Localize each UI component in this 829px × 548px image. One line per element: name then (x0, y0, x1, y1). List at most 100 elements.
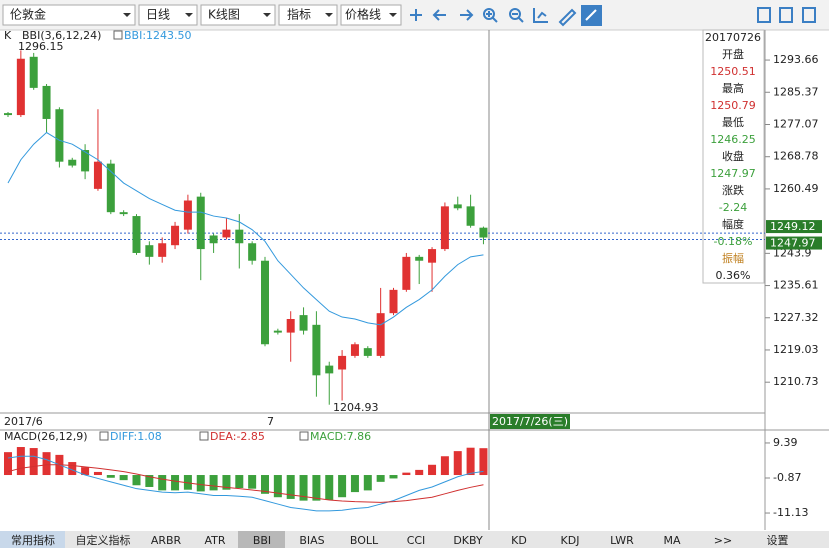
y-tick-label: 9.39 (773, 436, 798, 449)
info-value: 1247.97 (710, 167, 756, 180)
y-tick-label: 1293.66 (773, 53, 819, 66)
info-label: 最高 (722, 81, 744, 95)
tab-label: 常用指标 (11, 533, 55, 547)
tab[interactable] (286, 531, 337, 548)
bbi-value: BBI:1243.50 (124, 29, 192, 42)
candle-body (299, 315, 308, 331)
candle-body (389, 289, 398, 314)
info-label: 振幅 (722, 251, 744, 265)
macd-bar (415, 469, 424, 476)
price-tag (766, 236, 822, 250)
tool-icons[interactable] (410, 5, 816, 27)
chart-type-dropdown[interactable]: K线图 (200, 4, 276, 26)
candle-body (42, 85, 51, 119)
checkbox[interactable] (113, 30, 123, 40)
tab-label: ATR (204, 534, 225, 547)
tab[interactable] (338, 531, 389, 548)
info-value: 0.36% (716, 269, 751, 282)
info-value: -2.24 (719, 201, 747, 214)
macd-bar (338, 475, 347, 498)
candle-body (479, 227, 488, 238)
date-start: 2017/6 (4, 415, 43, 428)
chart-type: K线图 (208, 8, 240, 22)
period-dropdown[interactable]: 日线 (138, 4, 198, 26)
y-tick-label: 1227.32 (773, 311, 819, 324)
checkbox[interactable] (299, 431, 309, 441)
macd-bar (466, 447, 475, 476)
candle-body (350, 344, 359, 356)
checkbox[interactable] (99, 431, 109, 441)
max-label: 1296.15 (18, 40, 64, 53)
candle-body (428, 249, 437, 263)
macd-bar (209, 475, 218, 491)
candle-body (453, 204, 462, 209)
tab[interactable] (238, 531, 285, 548)
y-tick-label: 1260.49 (773, 182, 819, 195)
macd-bar (248, 475, 257, 489)
dea-label: DEA:-2.85 (210, 430, 265, 443)
candle-body (209, 235, 218, 244)
macd-bar (286, 475, 295, 499)
tab[interactable] (696, 531, 749, 548)
tab-label: MA (663, 534, 680, 547)
info-label: 开盘 (722, 47, 744, 61)
tab[interactable] (544, 531, 595, 548)
macd-bar (29, 448, 38, 476)
y-tick-label: 1235.61 (773, 279, 819, 292)
candle-body (415, 256, 424, 261)
candle-body (145, 245, 154, 257)
candle-body (235, 229, 244, 244)
bbi-line (7, 131, 484, 326)
checkbox[interactable] (199, 431, 209, 441)
candle-body (338, 355, 347, 370)
tab[interactable] (192, 531, 237, 548)
macd-bar (261, 475, 269, 494)
y-tick-label: 1285.37 (773, 85, 819, 98)
candle-body (325, 365, 334, 374)
indicator: 指标 (287, 7, 311, 22)
tab-label: 自定义指标 (76, 533, 131, 547)
price-tag-label: 1247.97 (770, 237, 816, 250)
macd-label: MACD:7.86 (310, 430, 371, 443)
candle-body (440, 206, 449, 250)
indicator-dropdown[interactable]: 指标 (278, 4, 338, 26)
candle-body (55, 109, 64, 162)
tab-label: KD (511, 534, 527, 547)
macd-bar (389, 475, 398, 479)
candle-body (466, 206, 475, 226)
tab[interactable] (648, 531, 695, 548)
dea-line (7, 464, 484, 503)
candle-body (261, 260, 269, 345)
price-line: 价格线 (345, 7, 381, 22)
macd-bar (81, 467, 90, 476)
macd-bar (183, 475, 192, 490)
candle-body (402, 256, 411, 290)
candle-body (119, 212, 128, 215)
tab[interactable] (442, 531, 493, 548)
macd-bar (16, 447, 25, 476)
price-line-dropdown[interactable]: 价格线 (340, 4, 402, 26)
tab[interactable] (0, 531, 65, 548)
macd-bar (42, 452, 51, 476)
candle-body (273, 330, 282, 333)
tab[interactable] (750, 531, 804, 548)
candle-body (222, 229, 231, 238)
tab[interactable] (140, 531, 191, 548)
candle-body (132, 216, 141, 253)
macd-bar (440, 456, 449, 476)
symbol-dropdown[interactable]: 伦敦金 (2, 4, 136, 26)
tab[interactable] (66, 531, 139, 548)
y-tick-label: 1210.73 (773, 375, 819, 388)
tab[interactable] (494, 531, 543, 548)
macd-bar (145, 475, 154, 487)
candle-body (248, 243, 257, 261)
candle-body (4, 113, 12, 116)
tab[interactable] (390, 531, 441, 548)
macd-bar (479, 448, 488, 476)
tab-label: DKBY (453, 534, 483, 547)
tab[interactable] (596, 531, 647, 548)
diff-label: DIFF:1.08 (110, 430, 162, 443)
y-tick-label: -11.13 (773, 506, 808, 519)
macd-bar (350, 475, 359, 493)
